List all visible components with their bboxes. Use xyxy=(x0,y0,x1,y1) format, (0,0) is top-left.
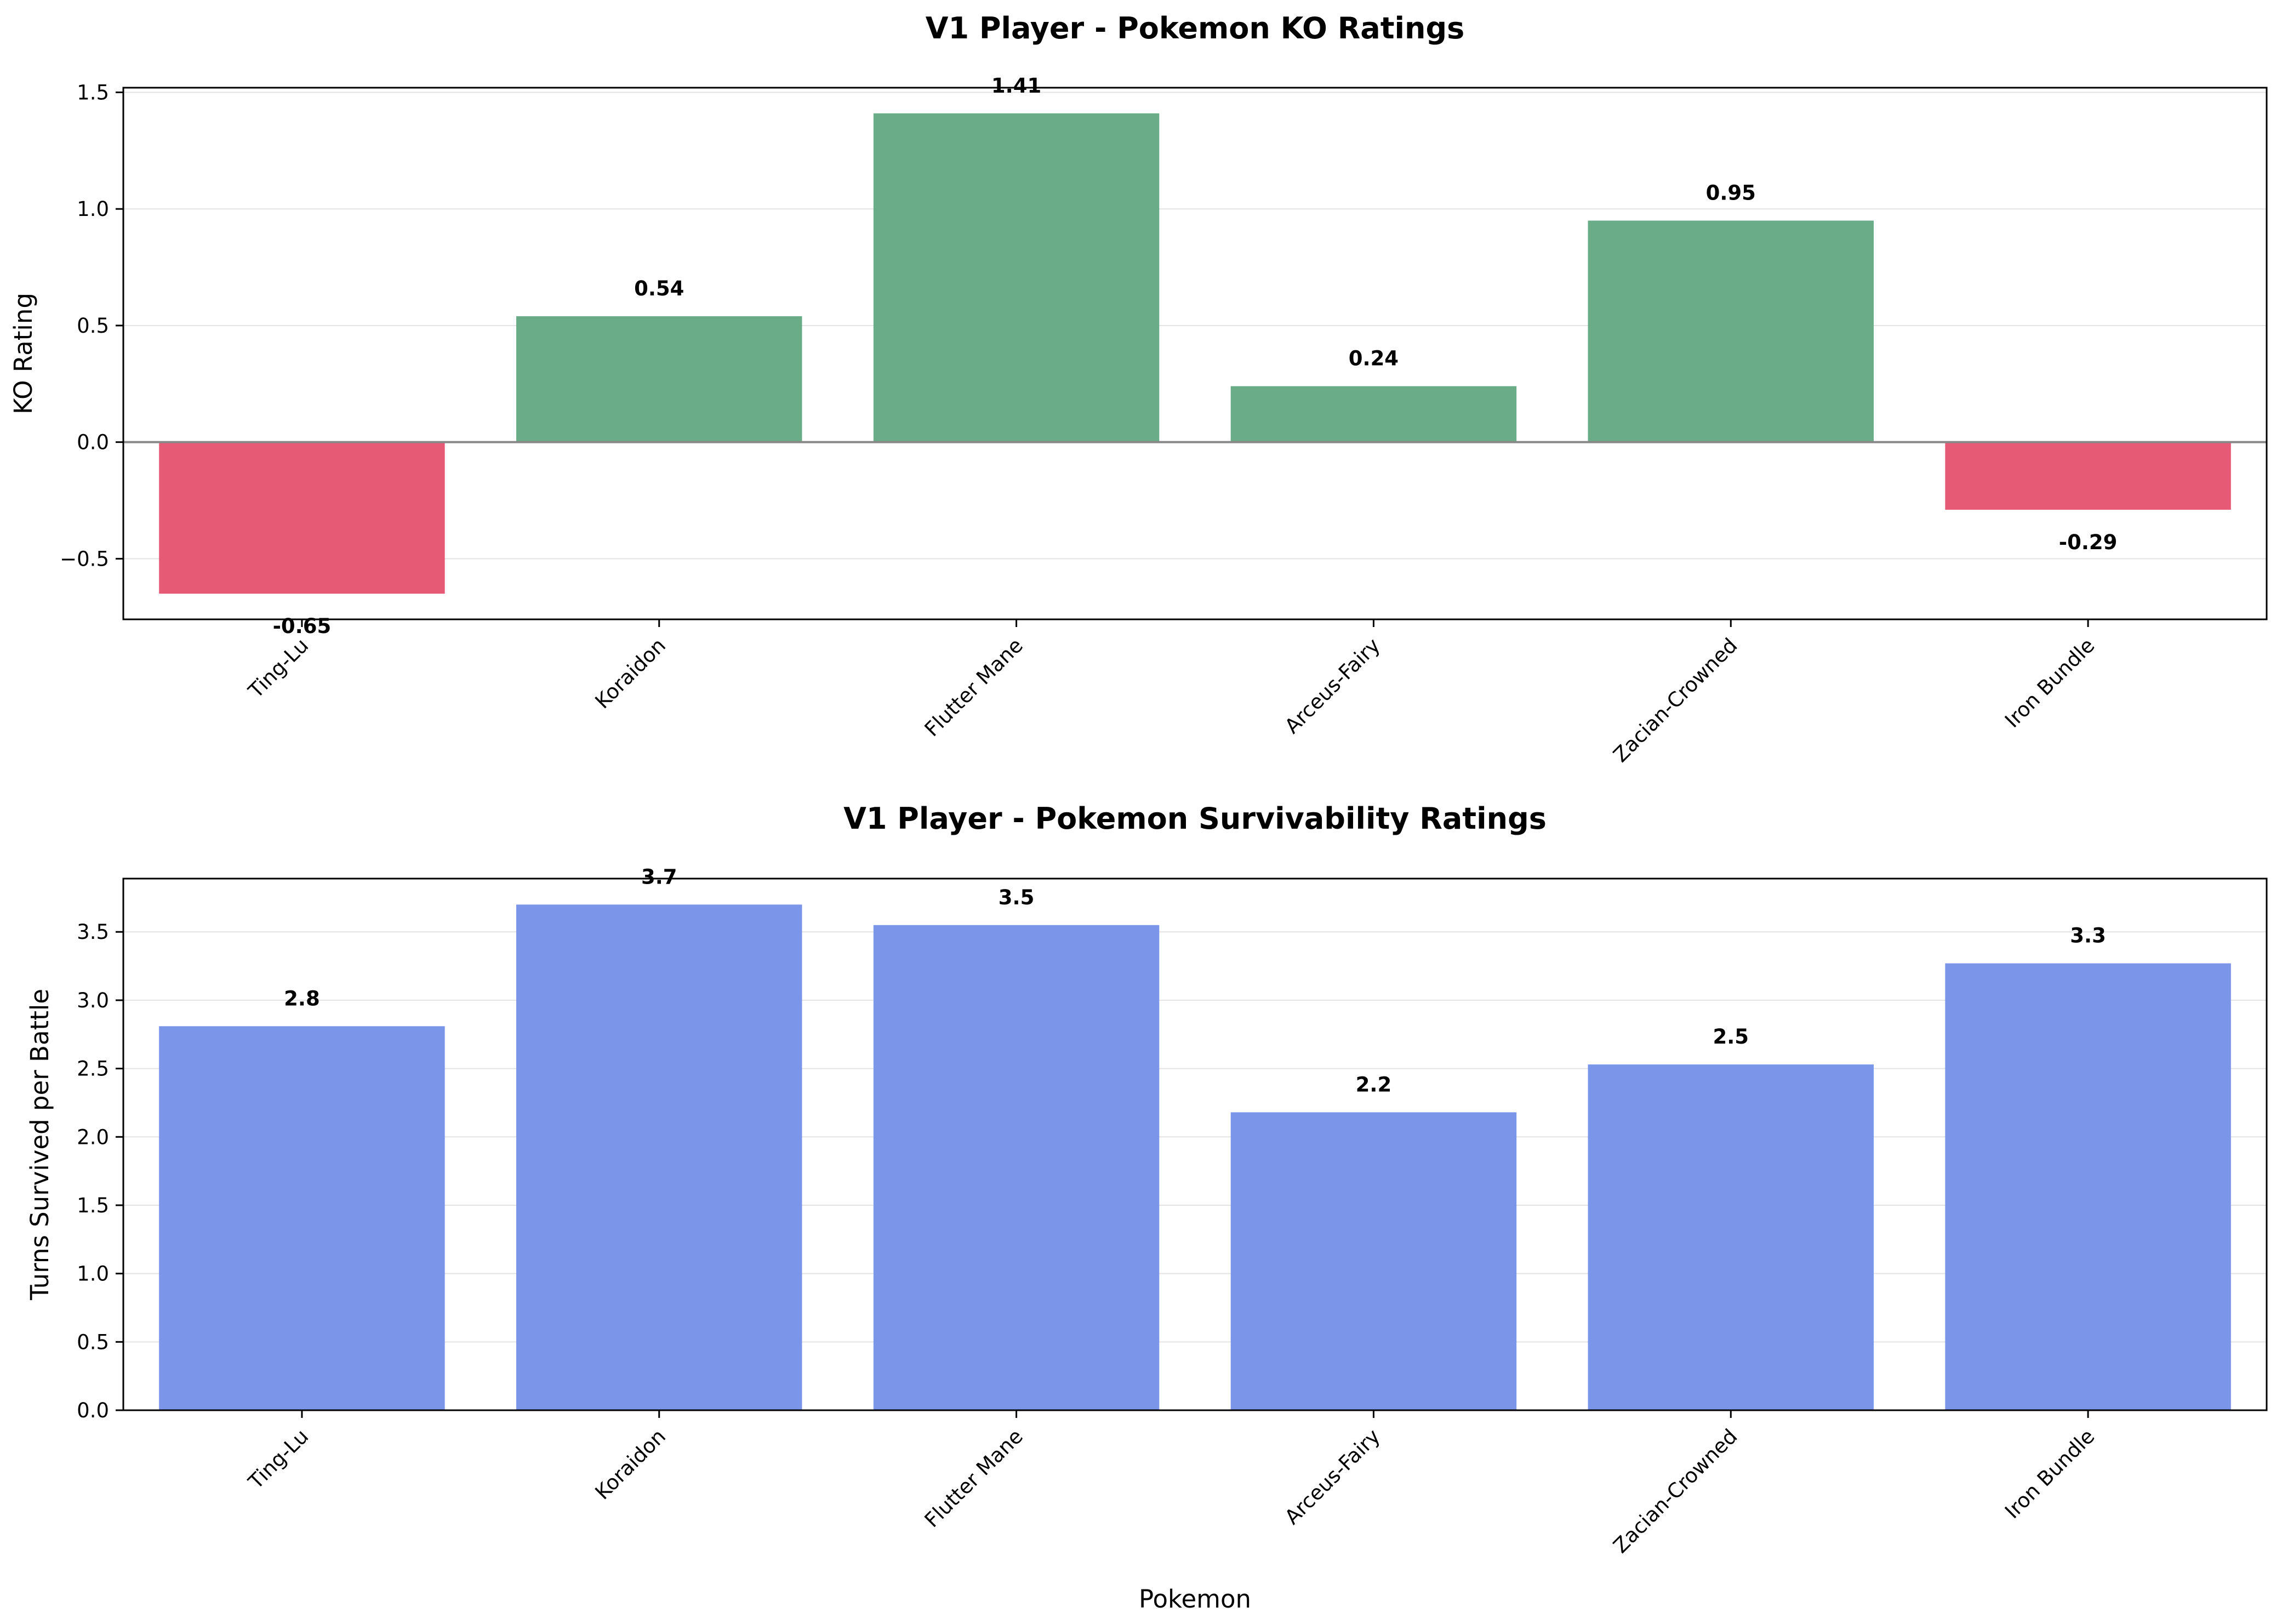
bar-ting-lu xyxy=(159,442,445,594)
x-tick-label: Zacian-Crowned xyxy=(1608,1424,1742,1558)
x-tick-label: Zacian-Crowned xyxy=(1608,634,1742,767)
bar-ting-lu xyxy=(159,1026,445,1410)
data-label: 2.2 xyxy=(1356,1073,1392,1096)
bar-iron-bundle xyxy=(1945,963,2231,1410)
x-tick-label: Arceus-Fairy xyxy=(1280,634,1385,738)
x-tick-label: Iron Bundle xyxy=(2000,1424,2099,1523)
chart-title: V1 Player - Pokemon KO Ratings xyxy=(926,11,1465,45)
y-tick-label: 1.0 xyxy=(77,197,109,221)
bar-koraidon xyxy=(516,316,802,442)
plot-frame xyxy=(122,877,2268,1411)
ko-ratings-chart: V1 Player - Pokemon KO Ratings-0.650.541… xyxy=(9,11,2268,767)
data-label: 0.95 xyxy=(1706,181,1756,205)
y-tick-label: 1.5 xyxy=(77,1194,109,1217)
data-label: 1.41 xyxy=(991,74,1041,98)
data-label: 0.54 xyxy=(634,277,684,300)
x-tick-label: Ting-Lu xyxy=(243,1424,313,1494)
bar-koraidon xyxy=(516,904,802,1410)
x-tick-label: Iron Bundle xyxy=(2000,634,2099,732)
x-tick-label: Flutter Mane xyxy=(920,634,1028,741)
bar-arceus-fairy xyxy=(1230,386,1517,442)
y-tick-label: 3.5 xyxy=(77,920,109,944)
y-tick-label: 2.0 xyxy=(77,1125,109,1149)
survivability-chart: V1 Player - Pokemon Survivability Rating… xyxy=(25,801,2268,1614)
x-tick-label: Koraidon xyxy=(591,634,671,714)
y-tick-label: 0.5 xyxy=(77,314,109,338)
bar-flutter-mane xyxy=(873,925,1160,1410)
y-tick-label: 0.0 xyxy=(77,431,109,454)
y-tick-label: 1.5 xyxy=(77,81,109,105)
y-tick-label: 0.0 xyxy=(77,1399,109,1422)
bar-iron-bundle xyxy=(1945,442,2231,510)
chart-title: V1 Player - Pokemon Survivability Rating… xyxy=(843,801,1547,836)
y-tick-label: 3.0 xyxy=(77,989,109,1012)
x-tick-label: Flutter Mane xyxy=(920,1424,1028,1532)
data-label: 2.5 xyxy=(1713,1025,1749,1049)
y-axis-label: Turns Survived per Battle xyxy=(25,989,54,1301)
data-label: 3.5 xyxy=(999,886,1035,909)
data-label: 3.7 xyxy=(641,865,677,888)
bar-flutter-mane xyxy=(873,113,1160,442)
x-axis-label: Pokemon xyxy=(1139,1585,1251,1614)
x-tick-label: Koraidon xyxy=(591,1424,671,1505)
y-tick-label: 0.5 xyxy=(77,1330,109,1354)
y-tick-label: 1.0 xyxy=(77,1262,109,1286)
bar-arceus-fairy xyxy=(1230,1112,1517,1410)
bar-zacian-crowned xyxy=(1588,1064,1874,1410)
x-tick-label: Arceus-Fairy xyxy=(1280,1424,1385,1529)
data-label: 2.8 xyxy=(284,987,320,1010)
plot-frame xyxy=(122,87,2268,620)
data-label: 3.3 xyxy=(2070,924,2106,948)
data-label: -0.29 xyxy=(2059,531,2118,554)
y-tick-label: −0.5 xyxy=(60,547,109,571)
y-tick-label: 2.5 xyxy=(77,1057,109,1081)
bar-zacian-crowned xyxy=(1588,220,1874,442)
data-label: 0.24 xyxy=(1349,347,1399,371)
x-tick-label: Ting-Lu xyxy=(243,634,313,703)
y-axis-label: KO Rating xyxy=(9,293,38,414)
